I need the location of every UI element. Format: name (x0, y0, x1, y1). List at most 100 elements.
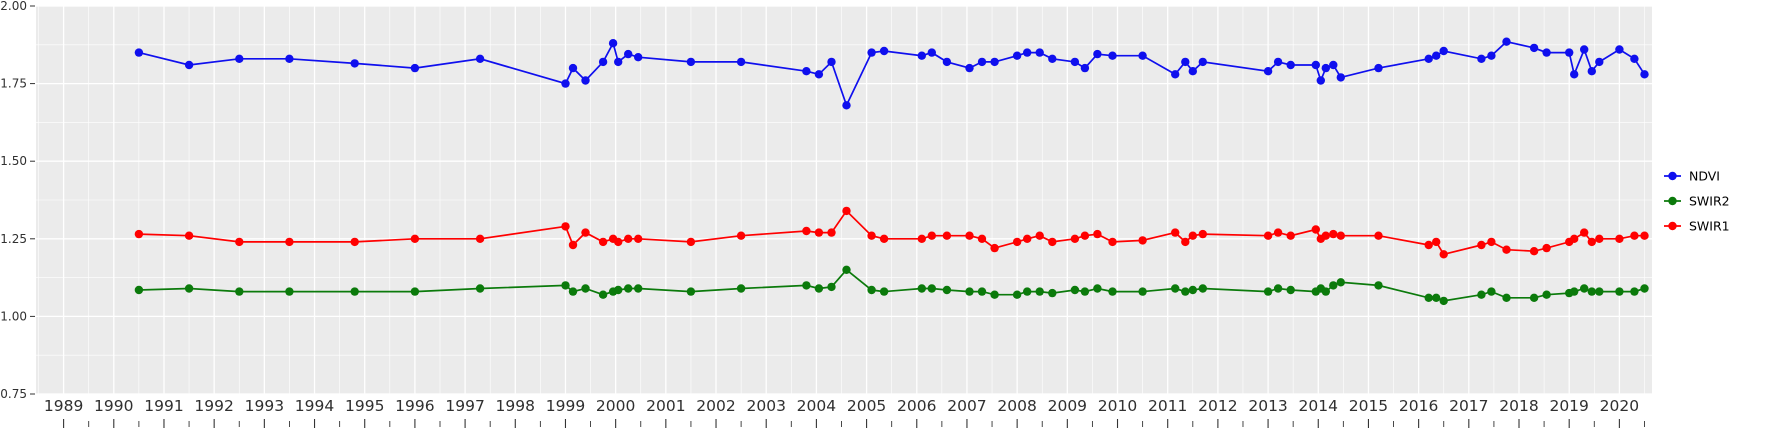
x-axis: 1989 1990 1991 1992 1993 1994 1995 1996 1997 1998… (44, 397, 1645, 428)
data-point (1529, 43, 1539, 53)
legend-label: SWIR2 (1689, 194, 1730, 209)
data-point (942, 57, 952, 67)
data-point (1432, 237, 1441, 247)
data-point (802, 281, 811, 290)
data-point (285, 54, 294, 63)
legend-item-SWIR1: SWIR1 (1664, 219, 1730, 234)
y-tick-label: 0.75 (0, 387, 27, 401)
data-point (1321, 287, 1331, 296)
data-point (1108, 237, 1117, 247)
x-tick-label: 1998 (496, 397, 535, 415)
minor-gridlines (36, 6, 1652, 394)
data-point (1502, 293, 1511, 302)
data-point (1070, 234, 1080, 243)
data-point (1587, 237, 1597, 247)
data-point (1035, 48, 1044, 57)
data-point (598, 290, 608, 299)
data-point (842, 101, 851, 110)
data-point (614, 57, 623, 67)
data-point (1311, 60, 1321, 70)
data-point (686, 237, 696, 247)
legend: NDVI SWIR2 SWIR1 (1664, 169, 1730, 234)
data-point (598, 237, 608, 247)
data-point (1048, 288, 1057, 298)
data-point (990, 290, 999, 299)
legend-item-NDVI: NDVI (1664, 169, 1720, 184)
data-point (802, 226, 811, 236)
x-tick-label: 2009 (1048, 397, 1087, 415)
data-point (1012, 237, 1022, 247)
data-point (917, 284, 926, 293)
data-point (1640, 284, 1649, 293)
data-point (814, 284, 824, 293)
x-tick-label: 2000 (596, 397, 635, 415)
data-point (561, 281, 570, 290)
data-point (285, 237, 294, 247)
data-point (1595, 287, 1604, 296)
x-tick-label: 2010 (1098, 397, 1137, 415)
data-point (235, 54, 244, 63)
x-tick-label: 1992 (194, 397, 233, 415)
x-tick-label: 2013 (1248, 397, 1287, 415)
data-point (1198, 57, 1208, 67)
data-point (1565, 48, 1574, 57)
data-point (1188, 67, 1198, 76)
data-point (1487, 51, 1496, 60)
data-point (867, 285, 876, 295)
data-point (1570, 70, 1579, 79)
x-tick-label: 1997 (445, 397, 484, 415)
x-tick-label: 1995 (345, 397, 384, 415)
data-point (686, 287, 696, 296)
data-point (1022, 234, 1032, 243)
data-point (802, 67, 811, 76)
legend-key-point (1668, 196, 1677, 206)
x-tick-label: 2016 (1399, 397, 1438, 415)
data-point (1374, 231, 1383, 240)
data-point (624, 234, 633, 243)
data-point (1286, 231, 1295, 240)
data-point (614, 285, 623, 295)
data-point (1171, 70, 1180, 79)
x-tick-label: 2008 (997, 397, 1036, 415)
data-point (1080, 287, 1090, 296)
data-point (1580, 228, 1589, 237)
data-point (1108, 287, 1117, 296)
x-tick-label: 1989 (44, 397, 83, 415)
data-point (634, 53, 643, 62)
data-point (965, 63, 974, 73)
y-axis: 0.75 1.00 1.25 1.50 1.75 2.00 (0, 0, 35, 401)
data-point (1630, 231, 1639, 240)
data-point (1286, 285, 1295, 295)
data-point (1273, 57, 1283, 67)
y-tick-label: 1.75 (0, 77, 27, 91)
data-point (1502, 245, 1511, 254)
data-point (686, 57, 696, 67)
data-point (977, 234, 987, 243)
data-point (568, 287, 578, 296)
data-point (1321, 63, 1331, 73)
data-point (1587, 67, 1597, 76)
data-point (1542, 290, 1551, 299)
x-tick-label: 2018 (1499, 397, 1538, 415)
data-point (1012, 51, 1022, 60)
data-point (736, 284, 746, 293)
data-point (917, 234, 926, 243)
data-point (410, 234, 420, 243)
y-tick-label: 1.00 (0, 309, 27, 323)
data-point (1329, 229, 1338, 239)
data-point (1263, 287, 1273, 296)
data-point (598, 57, 608, 67)
data-point (1286, 60, 1295, 70)
data-point (1263, 231, 1273, 240)
data-point (1273, 228, 1283, 237)
data-point (1502, 37, 1511, 46)
data-point (1012, 290, 1022, 299)
data-point (1529, 293, 1539, 302)
x-tick-label: 2017 (1449, 397, 1488, 415)
data-point (827, 282, 836, 292)
data-point (1640, 231, 1649, 240)
data-point (827, 57, 836, 67)
data-point (561, 222, 570, 231)
